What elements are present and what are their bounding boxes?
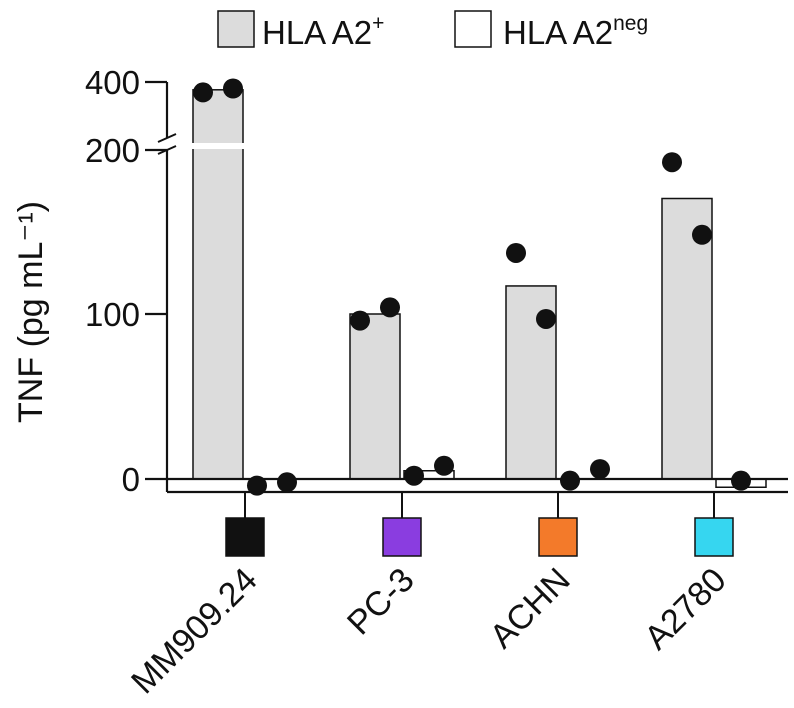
category-label-mm909.24: MM909.24 — [124, 561, 264, 701]
point-mm909.24-neg-1 — [277, 472, 297, 493]
legend: HLA A2+ HLA A2neg — [217, 10, 648, 51]
legend-sup-neg: neg — [613, 12, 648, 35]
point-a2780-neg-0 — [731, 470, 751, 491]
bars — [192, 89, 767, 488]
point-mm909.24-pos-1 — [223, 78, 243, 99]
bar-break-gap — [190, 143, 246, 149]
point-achn-pos-0 — [506, 242, 526, 263]
point-mm909.24-neg-0 — [247, 475, 267, 496]
point-mm909.24-pos-0 — [193, 82, 213, 103]
category-label-pc-3: PC-3 — [340, 561, 422, 643]
y-tick-label-400: 400 — [85, 64, 140, 101]
category-label-a2780: A2780 — [637, 561, 733, 657]
category-swatch-mm909.24 — [225, 517, 265, 557]
categories: MM909.24 PC-3 ACHN A2780 — [124, 492, 734, 701]
bar-pos-pc-3 — [349, 313, 401, 480]
axis-break-mark-high — [157, 133, 177, 143]
point-a2780-pos-1 — [692, 224, 712, 245]
y-tick-label-200: 200 — [85, 132, 140, 169]
legend-label-neg: HLA A2neg — [503, 12, 648, 51]
y-tick-label-0: 0 — [122, 461, 140, 498]
point-a2780-pos-0 — [662, 152, 682, 173]
point-pc-3-neg-1 — [434, 455, 454, 476]
y-tick-label-100: 100 — [85, 296, 140, 333]
point-achn-neg-1 — [590, 459, 610, 480]
legend-sup-pos: + — [372, 12, 384, 35]
axes: 0 100 200 400 — [85, 64, 788, 498]
category-label-achn: ACHN — [483, 561, 578, 656]
y-axis-title: TNF (pg mL⁻¹) — [12, 201, 50, 423]
category-swatch-a2780 — [694, 517, 734, 557]
bar-pos-mm909.24 — [192, 89, 244, 480]
data-points — [193, 78, 751, 496]
legend-swatch-pos — [217, 10, 255, 48]
category-swatch-pc-3 — [382, 517, 422, 557]
point-achn-neg-0 — [560, 470, 580, 491]
legend-swatch-neg — [454, 10, 492, 48]
point-pc-3-pos-1 — [380, 297, 400, 318]
point-pc-3-pos-0 — [350, 310, 370, 331]
point-achn-pos-1 — [536, 308, 556, 329]
legend-label-pos: HLA A2+ — [262, 12, 384, 51]
category-swatch-achn — [538, 517, 578, 557]
point-pc-3-neg-0 — [404, 465, 424, 486]
